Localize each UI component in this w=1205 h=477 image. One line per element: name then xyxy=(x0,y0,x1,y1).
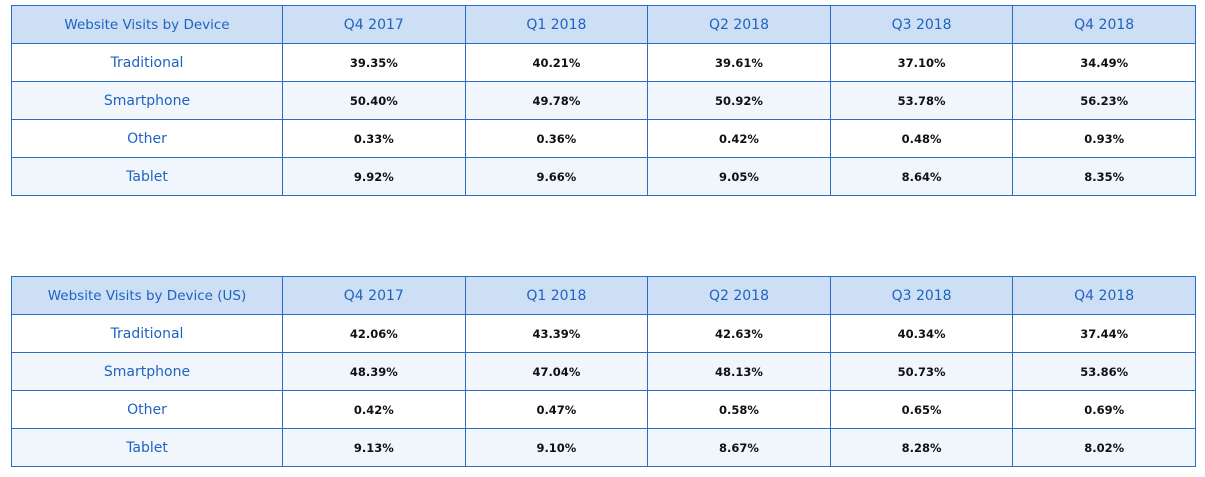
table-row: Tablet 9.13% 9.10% 8.67% 8.28% 8.02% xyxy=(11,428,1196,467)
row-label: Traditional xyxy=(11,314,283,353)
value-cell: 50.73% xyxy=(829,352,1014,391)
value-cell: 9.10% xyxy=(464,428,649,467)
value-cell: 53.78% xyxy=(829,81,1014,120)
value-cell: 37.10% xyxy=(829,43,1014,82)
value-cell: 34.49% xyxy=(1012,43,1196,82)
value-cell: 8.64% xyxy=(829,157,1014,196)
row-label: Other xyxy=(11,390,283,429)
column-header: Q4 2017 xyxy=(282,5,466,44)
column-header: Q4 2017 xyxy=(282,276,466,315)
table-row: Tablet 9.92% 9.66% 9.05% 8.64% 8.35% xyxy=(11,157,1196,196)
column-header: Q4 2018 xyxy=(1012,276,1196,315)
value-cell: 50.40% xyxy=(282,81,466,120)
table-row: Traditional 42.06% 43.39% 42.63% 40.34% 37.44… xyxy=(11,314,1196,353)
column-header: Q2 2018 xyxy=(647,276,831,315)
table-row: Other 0.33% 0.36% 0.42% 0.48% 0.93% xyxy=(11,119,1196,158)
value-cell: 0.33% xyxy=(282,119,466,158)
value-cell: 56.23% xyxy=(1012,81,1196,120)
value-cell: 39.35% xyxy=(282,43,466,82)
column-header: Q2 2018 xyxy=(647,5,831,44)
table-row: Smartphone 48.39% 47.04% 48.13% 50.73% 53.86% xyxy=(11,352,1196,391)
table-row: Traditional 39.35% 40.21% 39.61% 37.10% 34.49… xyxy=(11,43,1196,82)
row-label: Smartphone xyxy=(11,81,283,120)
row-label: Smartphone xyxy=(11,352,283,391)
value-cell: 0.58% xyxy=(647,390,831,429)
table-title: Website Visits by Device xyxy=(11,5,283,44)
column-header: Q3 2018 xyxy=(829,5,1014,44)
value-cell: 40.21% xyxy=(464,43,649,82)
column-header: Q1 2018 xyxy=(464,5,649,44)
column-header: Q1 2018 xyxy=(464,276,649,315)
table-row: Other 0.42% 0.47% 0.58% 0.65% 0.69% xyxy=(11,390,1196,429)
row-label: Tablet xyxy=(11,428,283,467)
value-cell: 8.67% xyxy=(647,428,831,467)
column-header: Q4 2018 xyxy=(1012,5,1196,44)
header-row: Website Visits by Device Q4 2017 Q1 2018 Q2… xyxy=(11,5,1196,44)
value-cell: 43.39% xyxy=(464,314,649,353)
value-cell: 39.61% xyxy=(647,43,831,82)
value-cell: 9.05% xyxy=(647,157,831,196)
value-cell: 9.92% xyxy=(282,157,466,196)
device-visits-table: Website Visits by Device Q4 2017 Q1 2018 Q2… xyxy=(11,5,1196,196)
value-cell: 0.47% xyxy=(464,390,649,429)
value-cell: 8.02% xyxy=(1012,428,1196,467)
value-cell: 9.66% xyxy=(464,157,649,196)
value-cell: 50.92% xyxy=(647,81,831,120)
column-header: Q3 2018 xyxy=(829,276,1014,315)
value-cell: 42.06% xyxy=(282,314,466,353)
value-cell: 0.69% xyxy=(1012,390,1196,429)
table-row: Smartphone 50.40% 49.78% 50.92% 53.78% 56.23% xyxy=(11,81,1196,120)
value-cell: 8.28% xyxy=(829,428,1014,467)
value-cell: 0.36% xyxy=(464,119,649,158)
value-cell: 37.44% xyxy=(1012,314,1196,353)
device-visits-us-table: Website Visits by Device (US) Q4 2017 Q1 2… xyxy=(11,276,1196,467)
row-label: Traditional xyxy=(11,43,283,82)
value-cell: 42.63% xyxy=(647,314,831,353)
value-cell: 47.04% xyxy=(464,352,649,391)
value-cell: 53.86% xyxy=(1012,352,1196,391)
value-cell: 0.42% xyxy=(647,119,831,158)
value-cell: 40.34% xyxy=(829,314,1014,353)
value-cell: 0.93% xyxy=(1012,119,1196,158)
value-cell: 48.13% xyxy=(647,352,831,391)
row-label: Other xyxy=(11,119,283,158)
header-row: Website Visits by Device (US) Q4 2017 Q1 2… xyxy=(11,276,1196,315)
value-cell: 9.13% xyxy=(282,428,466,467)
value-cell: 0.65% xyxy=(829,390,1014,429)
value-cell: 8.35% xyxy=(1012,157,1196,196)
value-cell: 48.39% xyxy=(282,352,466,391)
value-cell: 0.42% xyxy=(282,390,466,429)
value-cell: 49.78% xyxy=(464,81,649,120)
value-cell: 0.48% xyxy=(829,119,1014,158)
table-title: Website Visits by Device (US) xyxy=(11,276,283,315)
row-label: Tablet xyxy=(11,157,283,196)
